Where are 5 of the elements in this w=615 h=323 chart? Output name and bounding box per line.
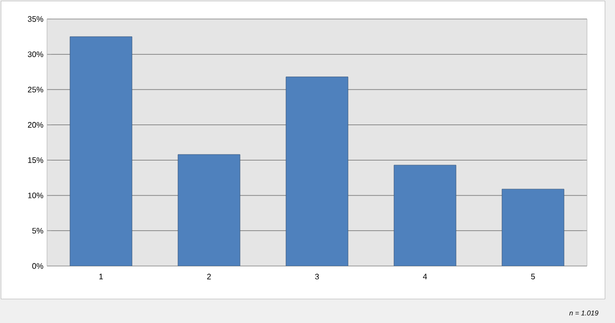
bar <box>394 164 456 266</box>
bar <box>70 36 132 266</box>
bar <box>286 76 348 266</box>
bar <box>502 188 564 266</box>
bar <box>178 154 240 266</box>
